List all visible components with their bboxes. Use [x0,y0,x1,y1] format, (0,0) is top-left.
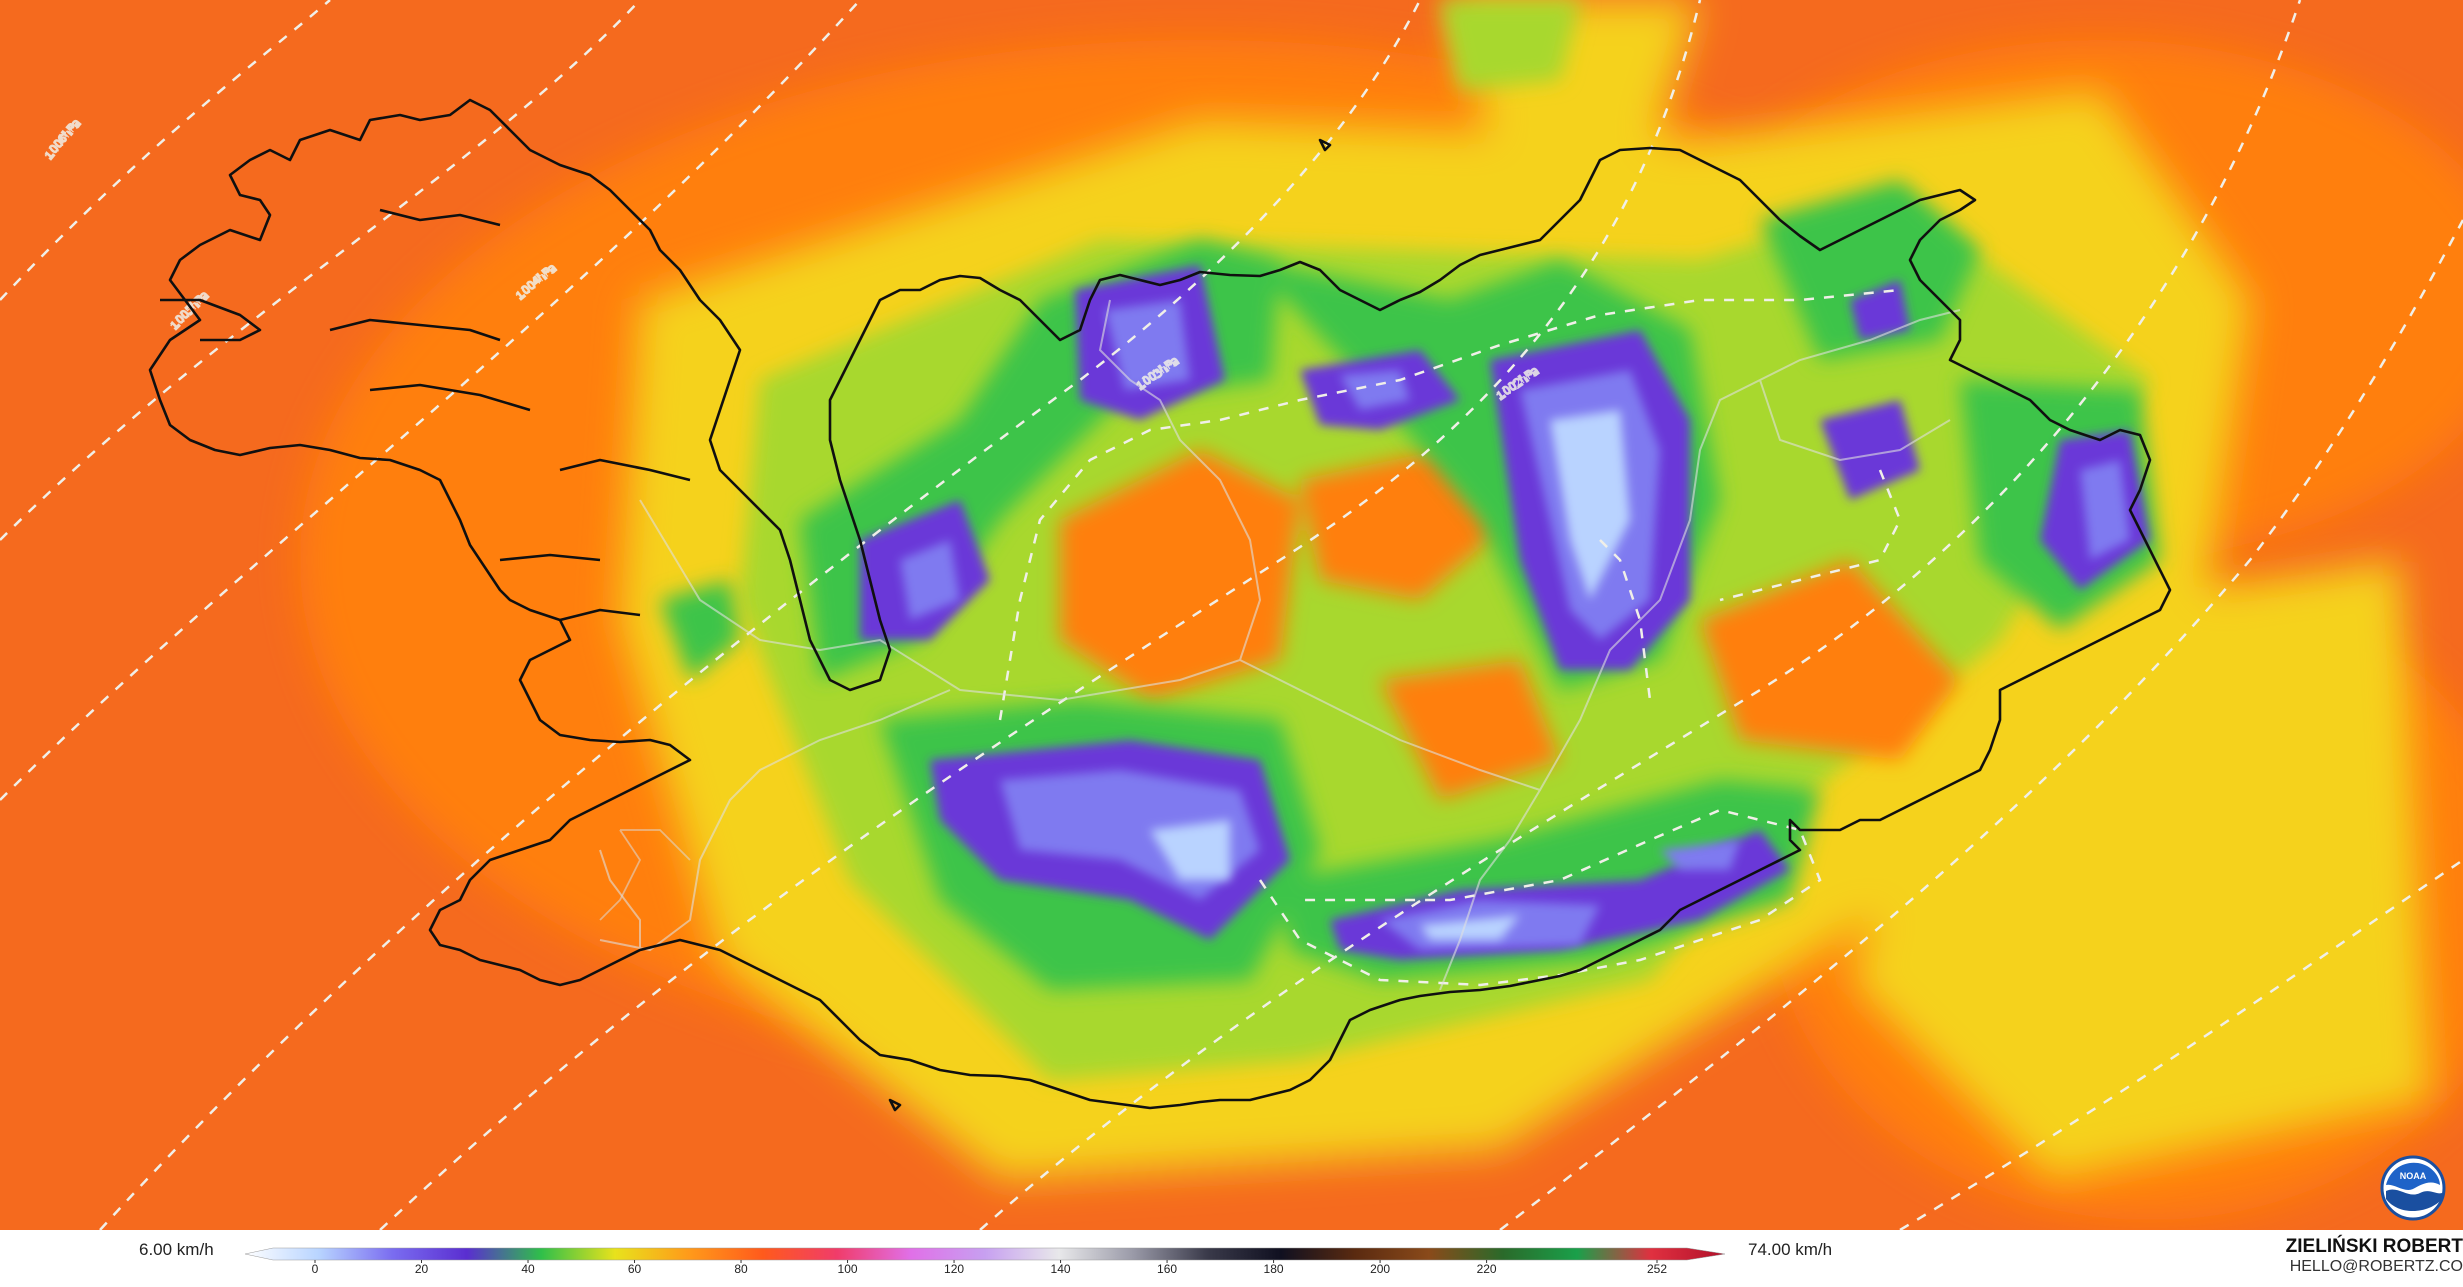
colorbar-gradient [245,1247,1725,1261]
wind-speed-map: 1006hPa 1005hPa 1004hPa 1003hPa 1002hPa [0,0,2463,1230]
iceland-coastline [148,98,2172,1112]
colorbar-tick-label: 220 [1477,1262,1497,1274]
colorbar-tick-label: 180 [1264,1262,1284,1274]
colorbar-tick-label: 40 [521,1262,535,1274]
pale-core [1150,410,1630,940]
colorbar-tick-label: 120 [944,1262,964,1274]
colorbar-tick-label: 100 [838,1262,858,1274]
colorbar-tick-label: 80 [734,1262,748,1274]
colorbar-tick-label: 160 [1157,1262,1177,1274]
legend-min-label: 6.00 km/h [139,1240,214,1259]
region-boundaries [599,299,1961,991]
colorbar-tick-label: 252 [1647,1262,1667,1274]
colorbar-tick-label: 140 [1051,1262,1071,1274]
author-email: HELLO@ROBERTZ.CO [2289,1258,2463,1275]
colorbar-tick-label: 20 [415,1262,429,1274]
inner-lines [599,829,691,921]
svg-text:NOAA: NOAA [2400,1171,2427,1181]
inner-orange-core [1060,450,1960,800]
legend-footer: 6.00 km/h 0 20 40 60 80 100 120 140 160 180 200 220… [0,1230,2463,1287]
noaa-logo-icon: NOAA [2380,1155,2446,1221]
colorbar-ticks: 0 20 40 60 80 100 120 140 160 180 200 220 252 [312,1260,1667,1274]
colorbar-tick-label: 200 [1370,1262,1390,1274]
wind-speed-field [300,0,2463,1220]
author-name: ZIELIŃSKI ROBERT [2285,1236,2463,1257]
colorbar: 0 20 40 60 80 100 120 140 160 180 200 220 252 [245,1247,1725,1274]
colorbar-tick-label: 0 [312,1262,319,1274]
legend-max-label: 74.00 km/h [1748,1240,1833,1259]
colorbar-tick-label: 60 [628,1262,642,1274]
